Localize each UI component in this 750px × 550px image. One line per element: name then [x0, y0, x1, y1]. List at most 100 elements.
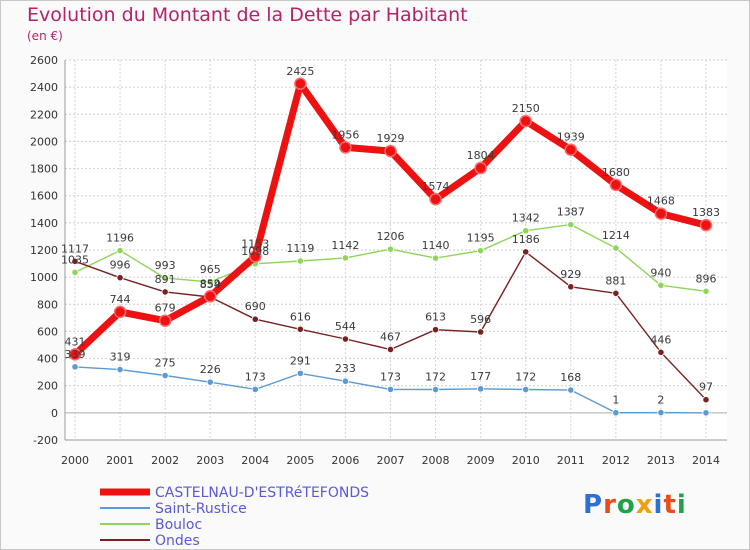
series-point: [702, 409, 710, 417]
data-label: 177: [470, 370, 491, 383]
series-point: [251, 385, 259, 393]
series-point: [116, 274, 124, 282]
data-label: 1117: [61, 242, 89, 255]
data-label: 596: [470, 313, 491, 326]
data-label: 467: [380, 330, 401, 343]
series-point: [522, 248, 530, 256]
series-point: [699, 218, 713, 232]
data-label: 891: [155, 273, 176, 286]
series-point: [296, 369, 304, 377]
data-label: 993: [155, 259, 176, 272]
data-label: 233: [335, 362, 356, 375]
series-point: [519, 114, 532, 128]
logo-letter: r: [603, 490, 617, 520]
y-tick-label: 400: [37, 353, 58, 366]
series-point: [158, 314, 172, 327]
chart-title: Evolution du Montant de la Dette par Hab…: [27, 4, 468, 26]
data-label: 1119: [286, 242, 314, 255]
x-tick-label: 2003: [196, 454, 224, 467]
series-point: [612, 409, 620, 417]
series-point: [657, 281, 665, 289]
data-label: 2425: [286, 65, 314, 78]
x-tick-label: 2007: [377, 454, 405, 467]
data-label: 2: [657, 394, 664, 407]
logo-letter: x: [635, 490, 654, 520]
data-label: 172: [515, 371, 536, 384]
series-point: [431, 385, 440, 394]
y-tick-label: 1600: [30, 190, 58, 203]
x-tick-label: 2014: [692, 454, 720, 467]
series-point: [564, 143, 578, 156]
series-point: [654, 207, 668, 220]
data-label: 1214: [602, 229, 630, 242]
series-point: [161, 274, 169, 282]
data-label: 1186: [512, 233, 540, 246]
data-label: 1195: [467, 232, 495, 245]
series-point: [477, 385, 485, 393]
series-point: [339, 141, 352, 154]
series-point: [567, 221, 575, 229]
data-label: 226: [200, 363, 221, 376]
data-label: 1387: [557, 206, 585, 219]
series-point: [341, 377, 350, 385]
x-tick-label: 2011: [557, 454, 585, 467]
data-label: 1680: [602, 166, 630, 179]
series-point: [702, 396, 710, 404]
series-point: [71, 363, 79, 371]
legend-label: Ondes: [155, 533, 200, 549]
series-point: [612, 244, 620, 252]
data-label: 1035: [61, 253, 89, 266]
series-point: [206, 378, 214, 386]
data-label: 1196: [106, 232, 134, 245]
data-label: 446: [650, 333, 671, 346]
series-point: [203, 290, 217, 303]
logo-letter: P: [583, 490, 604, 520]
data-label: 1342: [512, 212, 540, 225]
x-tick-label: 2013: [647, 454, 675, 467]
x-tick-label: 2001: [106, 454, 134, 467]
data-label: 319: [110, 351, 131, 364]
series-point: [296, 257, 304, 265]
series-point: [431, 254, 440, 262]
data-label: 690: [245, 300, 266, 313]
x-tick-label: 2002: [151, 454, 179, 467]
x-tick-label: 2009: [467, 454, 495, 467]
legend-label: CASTELNAU-D'ESTRéTEFONDS: [155, 485, 369, 501]
series-point: [116, 246, 124, 255]
logo-letter: t: [663, 490, 677, 520]
y-tick-label: -200: [33, 434, 58, 447]
series-point: [612, 289, 620, 297]
series-point: [477, 247, 485, 255]
series-point: [294, 77, 307, 90]
x-tick-label: 2005: [286, 454, 314, 467]
data-label: 97: [699, 381, 713, 394]
series-point: [657, 408, 665, 417]
data-label: 431: [65, 335, 86, 348]
legend-label: Saint-Rustice: [155, 501, 247, 517]
y-tick-label: 2400: [30, 81, 58, 94]
y-tick-label: 0: [51, 407, 58, 420]
series-point: [657, 348, 665, 356]
data-label: 1956: [331, 128, 359, 141]
data-label: 1804: [467, 149, 495, 162]
data-label: 679: [155, 302, 176, 315]
data-label: 1574: [422, 180, 450, 193]
proxiti-logo: Proxiti: [583, 490, 687, 520]
y-tick-label: 1800: [30, 163, 58, 176]
x-tick-label: 2000: [61, 454, 89, 467]
data-label: 996: [110, 259, 131, 272]
series-point: [161, 288, 169, 296]
data-label: 544: [335, 320, 356, 333]
series-point: [386, 245, 395, 253]
data-label: 881: [605, 274, 626, 287]
series-point: [113, 305, 127, 319]
y-tick-label: 1400: [30, 217, 58, 230]
x-tick-label: 2004: [241, 454, 269, 467]
series-point: [477, 328, 485, 336]
series-point: [567, 283, 575, 291]
data-label: 1383: [692, 206, 720, 219]
data-label: 965: [200, 263, 221, 276]
data-label: 1939: [557, 131, 585, 144]
data-label: 859: [200, 277, 221, 290]
